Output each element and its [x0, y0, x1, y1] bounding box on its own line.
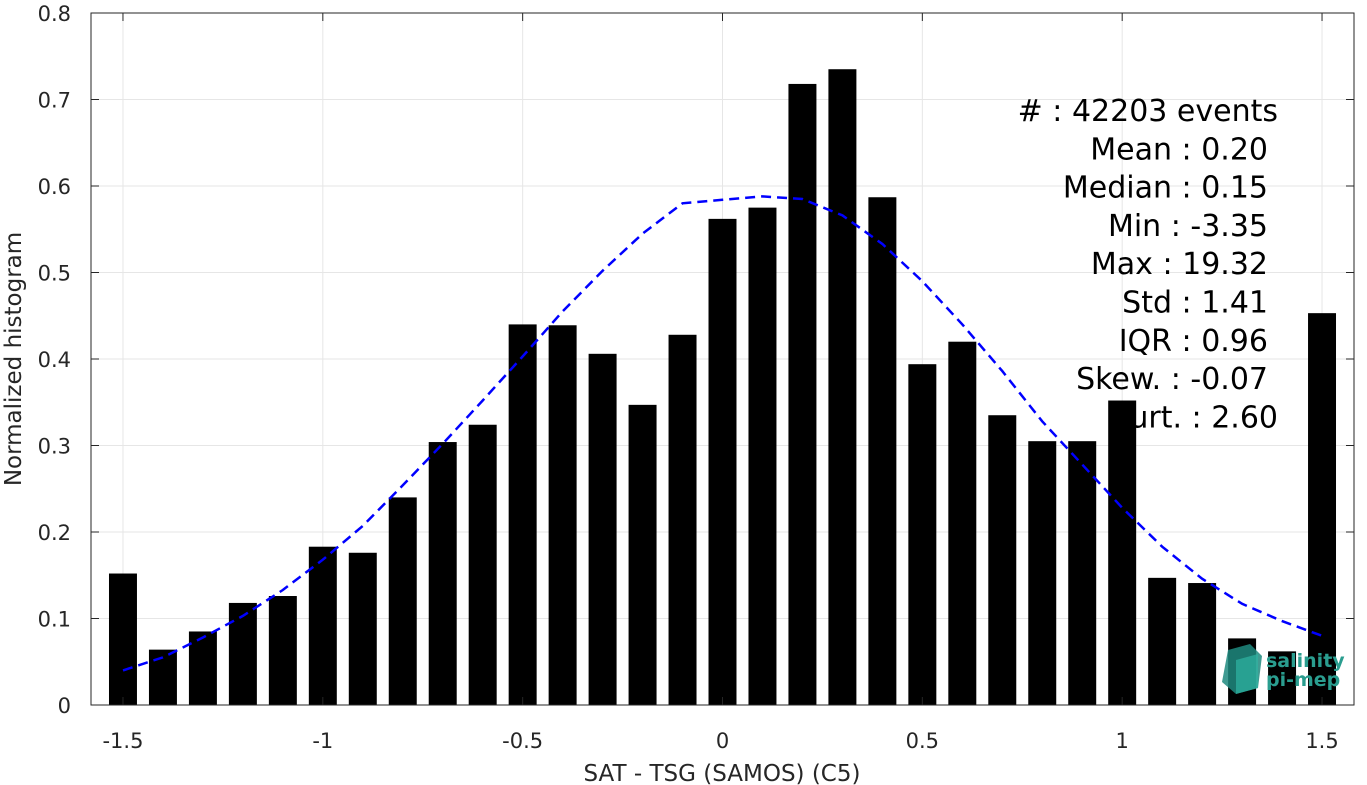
y-tick-label: 0.2 [38, 521, 71, 545]
logo-line2: pi-mep [1266, 669, 1340, 691]
stat-annotation: # : 42203 events [1018, 94, 1278, 129]
histogram-bar [748, 207, 777, 705]
stat-annotation: Min : -3.35 [1108, 209, 1268, 244]
histogram-bar [1028, 441, 1057, 705]
y-tick-label: 0.3 [38, 435, 71, 459]
histogram-bar [508, 324, 537, 705]
y-tick-label: 0 [58, 694, 71, 718]
histogram-bar [1068, 441, 1097, 705]
y-tick-label: 0.5 [38, 262, 71, 286]
y-axis-label: Normalized histogram [1, 232, 27, 486]
histogram-bar [1268, 651, 1297, 705]
histogram-bar [548, 325, 577, 705]
stat-annotation: IQR : 0.96 [1119, 324, 1268, 359]
stat-annotation: Median : 0.15 [1063, 171, 1268, 206]
x-axis-ticks: -1.5 -1 -0.5 0 0.5 1 1.5 [102, 13, 1339, 753]
histogram-bar [268, 596, 297, 705]
histogram-bar [148, 649, 177, 705]
x-tick-label: -1.5 [102, 729, 143, 753]
histogram-bar [388, 497, 417, 705]
histogram-bar [908, 364, 937, 705]
histogram-bar [628, 404, 657, 705]
gaussian-fit-curve [122, 195, 1323, 672]
stat-annotation: Max : 19.32 [1091, 247, 1268, 282]
salinity-pi-mep-logo: salinity pi-mep [1222, 644, 1345, 694]
histogram-bar [1148, 577, 1177, 705]
histogram-bar [668, 334, 697, 705]
stat-annotation: Std : 1.41 [1122, 286, 1268, 321]
histogram-bars [108, 69, 1337, 706]
x-tick-label: 1.5 [1305, 729, 1338, 753]
histogram-bar [828, 69, 857, 706]
histogram-bar [948, 341, 977, 705]
y-tick-label: 0.7 [38, 89, 71, 113]
histogram-bar [428, 442, 457, 705]
stat-annotation: urt. : 2.60 [1129, 400, 1278, 435]
stat-annotation: Skew. : -0.07 [1076, 362, 1268, 397]
logo-line1: salinity [1266, 650, 1345, 672]
histogram-bar [588, 353, 617, 705]
y-axis-ticks: 0 0.1 0.2 0.3 0.4 0.5 0.6 0.7 0.8 [38, 2, 1354, 718]
histogram-bar [108, 573, 137, 705]
histogram-bar [1108, 400, 1137, 705]
histogram-bar [868, 197, 897, 705]
x-tick-label: 0.5 [906, 729, 939, 753]
histogram-bar [988, 415, 1017, 705]
x-tick-label: 1 [1115, 729, 1128, 753]
histogram-bar [308, 546, 337, 705]
histogram-bar [1308, 313, 1337, 705]
histogram-bar [228, 602, 257, 705]
y-tick-label: 0.6 [38, 175, 71, 199]
histogram-bar [188, 631, 217, 705]
histogram-bar [468, 424, 497, 705]
x-tick-label: 0 [716, 729, 729, 753]
histogram-bar [1188, 583, 1217, 705]
y-tick-label: 0.4 [38, 348, 71, 372]
x-tick-label: -0.5 [502, 729, 543, 753]
y-tick-label: 0.1 [38, 608, 71, 632]
histogram-bar [708, 218, 737, 705]
x-tick-label: -1 [312, 729, 333, 753]
logo-mark-shade [1236, 654, 1258, 694]
stat-annotation: Mean : 0.20 [1090, 132, 1268, 167]
x-axis-label: SAT - TSG (SAMOS) (C5) [584, 761, 861, 785]
histogram-bar [348, 552, 377, 705]
y-tick-label: 0.8 [38, 2, 71, 26]
histogram-bar [788, 83, 817, 706]
